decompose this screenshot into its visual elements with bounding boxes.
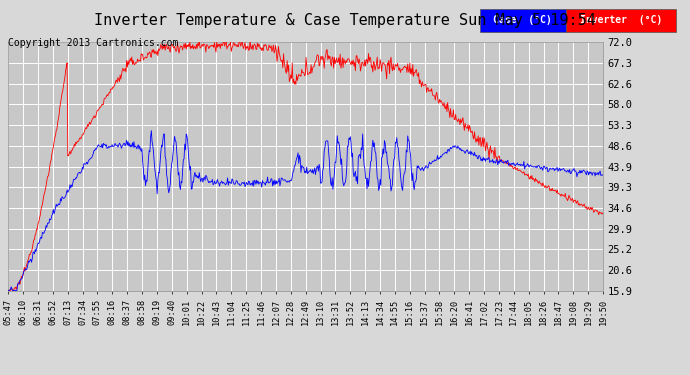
Text: Copyright 2013 Cartronics.com: Copyright 2013 Cartronics.com <box>8 38 179 48</box>
Text: Case  (°C): Case (°C) <box>493 15 552 25</box>
Bar <box>566 9 676 32</box>
Text: Inverter  (°C): Inverter (°C) <box>580 15 662 25</box>
Bar <box>480 9 566 32</box>
Text: Inverter Temperature & Case Temperature Sun May 5 19:54: Inverter Temperature & Case Temperature … <box>94 13 596 28</box>
